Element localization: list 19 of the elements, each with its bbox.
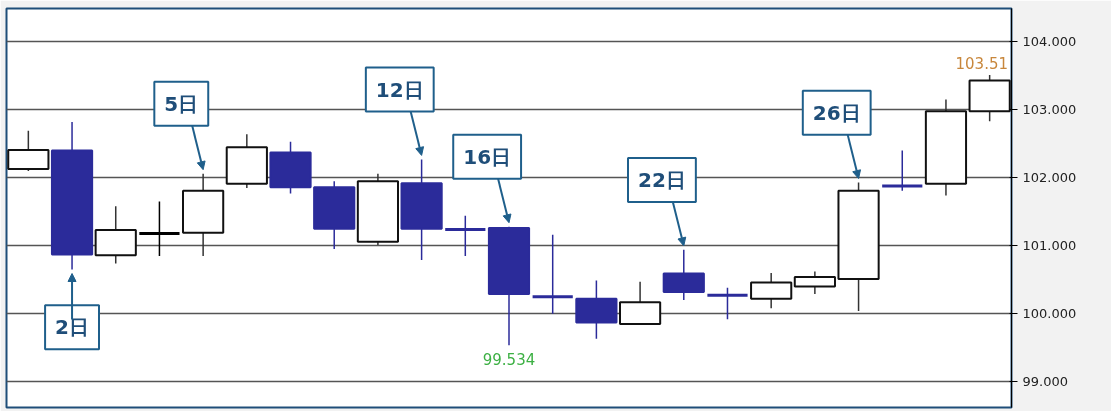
annotation: 22日: [638, 167, 686, 192]
y-tick-label: 102.000: [1022, 170, 1077, 186]
candlestick: [531, 234, 575, 315]
annotation: 16日: [463, 144, 512, 169]
text: 103.51: [955, 55, 1009, 74]
candlestick: [137, 200, 182, 257]
annotation: 5日: [164, 91, 199, 116]
candlestick: [880, 149, 924, 192]
y-tick-label: 101.000: [1022, 238, 1077, 254]
y-tick-label: 104.000: [1022, 34, 1077, 50]
candlestick: [443, 215, 487, 257]
y-tick-label: 99.000: [1022, 374, 1068, 390]
y-tick-label: 100.000: [1022, 306, 1077, 322]
candlestick: [705, 287, 750, 320]
annotation: 26日: [812, 100, 861, 125]
annotation: 12日: [375, 77, 424, 102]
text: 99.534: [482, 351, 536, 370]
y-tick-label: 103.000: [1022, 102, 1077, 118]
annotation: 2日: [55, 315, 90, 340]
